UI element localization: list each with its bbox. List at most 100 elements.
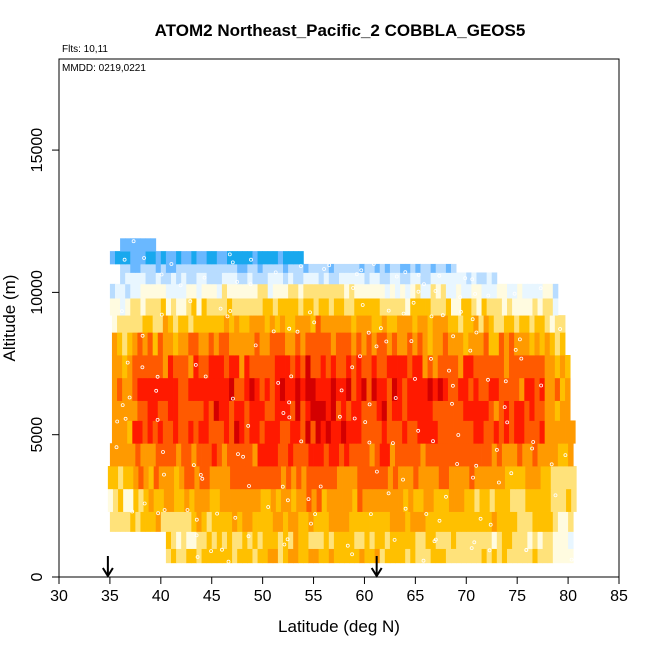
heat-cell [288,511,294,532]
heat-cell [227,548,233,564]
heat-cell [167,332,174,356]
heat-cell [171,531,177,549]
heat-cell [547,298,554,316]
heat-cell [534,332,540,356]
heat-cell [269,377,276,401]
heat-cell [374,548,381,564]
heat-cell [387,466,394,490]
heat-cell [481,298,488,316]
heat-cell [384,511,391,532]
heat-cell [323,511,330,532]
heat-cell [285,400,291,421]
heat-cell [140,511,146,532]
heat-cell [109,298,116,316]
heat-cell [420,272,426,285]
heat-cell [204,488,211,512]
heat-cell [486,298,493,316]
heat-cell [152,400,159,421]
heat-cell [147,355,154,379]
heat-cell [188,315,194,333]
heat-cell [218,377,225,401]
heat-cell [412,400,418,421]
heat-cell [130,298,136,316]
heat-cell [539,355,546,379]
heat-cell [565,355,571,379]
heat-cell [425,283,432,299]
heat-cell [239,400,245,421]
heat-cell [405,298,411,316]
heat-cell [250,488,256,512]
observation-point [215,511,220,516]
heat-cell [407,377,413,401]
heat-cell [125,511,131,532]
heat-cell [167,315,174,333]
heat-cell [234,355,240,379]
heat-cell [237,531,243,549]
observation-point [350,552,355,557]
heat-cell [369,548,376,564]
heat-cell [155,263,162,273]
observation-point [352,416,357,421]
heat-cell [459,488,465,512]
heat-cell [115,298,121,316]
heat-cell [494,488,501,512]
heat-cell [163,466,170,490]
heat-cell [346,420,352,444]
heat-cell [120,443,126,467]
heat-cell [438,488,445,512]
x-tick-label: 50 [254,588,272,605]
heat-cell [208,420,215,444]
heat-cell [208,355,215,379]
heat-cell [389,531,396,549]
heat-cell [391,315,398,333]
heat-cell [135,443,141,467]
heat-cell [542,283,549,299]
observation-point [140,333,145,338]
x-tick-label: 45 [203,588,221,605]
heat-cell [150,263,157,273]
heat-cell [442,377,449,401]
heat-cell [447,377,454,401]
heat-cell [442,420,449,444]
heat-cell [237,272,243,285]
heat-cell [420,531,426,549]
observation-point [401,311,406,316]
heat-cell [142,332,148,356]
heat-cell [138,466,144,490]
heat-cell [125,272,131,285]
heat-cell [560,488,567,512]
observation-point [444,494,448,499]
heat-cell [201,443,208,467]
heat-cell [245,466,251,490]
heat-cell [544,377,551,401]
heat-cell [203,332,210,356]
heat-cell [216,531,223,549]
heat-cell [160,511,167,532]
observation-point [191,463,196,468]
heat-cell [125,283,131,299]
heat-cell [171,298,177,316]
heat-cell [554,315,561,333]
heat-cell [453,355,459,379]
heat-cell [435,298,442,316]
heat-cell [349,511,355,532]
heat-cell [525,466,531,490]
heat-cell [476,298,482,316]
heat-cell [376,355,383,379]
heat-cell [410,443,416,467]
heat-cell [435,531,442,549]
heat-cell [269,332,276,356]
heat-cell [483,315,490,333]
heat-cell [364,298,370,316]
heat-cell [167,400,174,421]
observation-point [339,388,344,393]
heat-cell [344,272,350,285]
observation-point [327,263,332,268]
heat-cell [293,251,299,265]
observation-point [486,377,490,382]
heat-cell [272,263,279,273]
heat-cell [486,511,493,532]
heat-cell [323,443,330,467]
heat-cell [160,298,167,316]
chart-title: ATOM2 Northeast_Pacific_2 COBBLA_GEOS5 [155,21,526,40]
